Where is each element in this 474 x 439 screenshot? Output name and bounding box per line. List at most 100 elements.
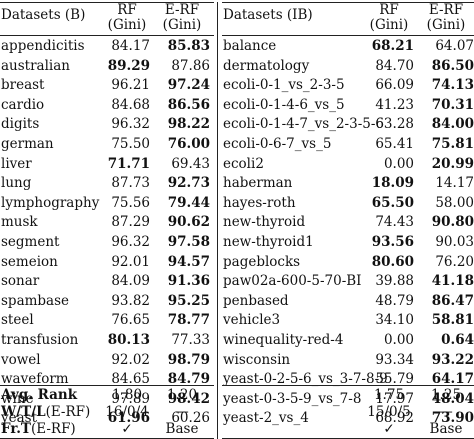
summary-row: W/T/L(E-RF) 16/0/4 — bbox=[0, 404, 214, 421]
erf-value: 77.33 bbox=[171, 331, 210, 348]
table-row: lung 87.73 92.73 bbox=[0, 174, 214, 194]
erf-value: 92.73 bbox=[167, 175, 210, 192]
erf-value: 87.86 bbox=[171, 57, 210, 74]
table-row: appendicitis 84.17 85.83 bbox=[0, 37, 214, 57]
dataset-name: wine bbox=[1, 390, 34, 407]
erf-value: 70.31 bbox=[431, 96, 474, 113]
erf-value: 86.47 bbox=[431, 292, 474, 309]
rf-summary-value: ✓ bbox=[383, 421, 395, 437]
erf-value: 98.79 bbox=[167, 351, 210, 368]
table-row: breast 96.21 97.24 bbox=[0, 76, 214, 96]
table-row: yeast-2_vs_4 68.92 73.90 bbox=[222, 409, 474, 429]
rf-value: 93.56 bbox=[371, 233, 414, 250]
table-header: Datasets (IB) RF (Gini) E-RF (Gini) bbox=[222, 0, 474, 34]
rf-value: 92.01 bbox=[111, 253, 150, 270]
erf-value: 79.44 bbox=[167, 194, 210, 211]
dataset-name: musk bbox=[1, 214, 38, 231]
table-row: haberman 18.09 14.17 bbox=[222, 174, 474, 194]
erf-summary-value: Base bbox=[165, 421, 199, 437]
erf-value: 73.90 bbox=[431, 410, 474, 427]
dataset-name: vehicle3 bbox=[223, 312, 281, 329]
dataset-rows: balance 68.21 64.07 dermatology 84.70 86.50 ec… bbox=[222, 37, 474, 429]
rf-value: 87.73 bbox=[111, 175, 150, 192]
dataset-name: ecoli-0-1-4-7_vs_2-3-5-6 bbox=[223, 116, 385, 133]
table-row: ecoli2 0.00 20.99 bbox=[222, 155, 474, 175]
summary-label-extra: (E-RF) bbox=[30, 421, 76, 437]
dataset-name: lung bbox=[1, 175, 32, 192]
table-row: dermatology 84.70 86.50 bbox=[222, 57, 474, 77]
erf-value: 91.36 bbox=[167, 273, 210, 290]
rf-value: 0.00 bbox=[383, 331, 414, 348]
top-rule bbox=[222, 2, 474, 3]
erf-value: 41.18 bbox=[431, 273, 474, 290]
rf-header-line2: (Gini) bbox=[107, 17, 147, 33]
summary-row: Avg. Rank 1.80 1.20 bbox=[0, 387, 214, 404]
rf-value: 65.50 bbox=[371, 194, 414, 211]
table-row: penbased 48.79 86.47 bbox=[222, 292, 474, 312]
dataset-name: cardio bbox=[1, 96, 45, 113]
dataset-name: penbased bbox=[223, 292, 289, 309]
rf-value: 97.89 bbox=[111, 390, 150, 407]
dataset-name: yeast bbox=[1, 410, 38, 427]
table-row: new-thyroid1 93.56 90.03 bbox=[222, 233, 474, 253]
table-row: wisconsin 93.34 93.22 bbox=[222, 351, 474, 371]
erf-summary-value: — bbox=[439, 404, 453, 420]
summary-row: ✓ Base bbox=[222, 421, 474, 438]
erf-value: 20.99 bbox=[431, 155, 474, 172]
datasets-column-header: Datasets (B) bbox=[1, 7, 86, 23]
rf-value: 84.68 bbox=[111, 96, 150, 113]
dataset-name: breast bbox=[1, 77, 45, 94]
dataset-name: waveform bbox=[1, 371, 69, 388]
header-rule bbox=[0, 35, 214, 36]
erf-value: 90.62 bbox=[167, 214, 210, 231]
erf-value: 14.17 bbox=[435, 175, 474, 192]
table-row: balance 68.21 64.07 bbox=[222, 37, 474, 57]
rf-value: 39.88 bbox=[375, 273, 414, 290]
dataset-name: semeion bbox=[1, 253, 58, 270]
dataset-name: ecoli2 bbox=[223, 155, 264, 172]
rf-value: 89.29 bbox=[107, 57, 150, 74]
erf-value: 78.77 bbox=[167, 312, 210, 329]
erf-value: 98.42 bbox=[167, 390, 210, 407]
rf-value: 84.70 bbox=[375, 57, 414, 74]
summary-label-extra: (E-RF) bbox=[45, 404, 91, 420]
table-row: vowel 92.02 98.79 bbox=[0, 351, 214, 371]
rf-value: 66.09 bbox=[375, 77, 414, 94]
dataset-name: segment bbox=[1, 233, 60, 250]
table-row: musk 87.29 90.62 bbox=[0, 213, 214, 233]
dataset-name: haberman bbox=[223, 175, 293, 192]
table-row: yeast-0-2-5-6_vs_3-7-8-9 55.79 64.17 bbox=[222, 370, 474, 390]
erf-value: 97.58 bbox=[167, 233, 210, 250]
rf-value: 92.02 bbox=[111, 351, 150, 368]
rf-value: 76.65 bbox=[111, 312, 150, 329]
erf-value: 64.07 bbox=[435, 38, 474, 54]
dataset-name: wisconsin bbox=[223, 351, 291, 368]
erf-value: 76.20 bbox=[435, 253, 474, 270]
dataset-name: hayes-roth bbox=[223, 194, 296, 211]
dataset-name: yeast-0-2-5-6_vs_3-7-8-9 bbox=[223, 371, 388, 388]
rf-value: 93.34 bbox=[375, 351, 414, 368]
table-row: spambase 93.82 95.25 bbox=[0, 292, 214, 312]
summary-label: Avg. Rank bbox=[1, 387, 77, 404]
table-row: digits 96.32 98.22 bbox=[0, 115, 214, 135]
erf-value: 58.81 bbox=[431, 312, 474, 329]
dataset-name: new-thyroid bbox=[223, 214, 306, 231]
table-row: yeast 61.96 60.26 bbox=[0, 409, 214, 429]
summary-rows: Avg. Rank 1.80 1.20 W/T/L(E-RF) 16/0/4— Fr.T(… bbox=[0, 387, 214, 438]
dataset-name: ecoli-0-6-7_vs_5 bbox=[223, 135, 332, 152]
erf-value: 60.26 bbox=[171, 410, 210, 427]
dataset-name: winequality-red-4 bbox=[223, 331, 344, 348]
dataset-name: spambase bbox=[1, 292, 70, 309]
dataset-name: balance bbox=[223, 38, 277, 54]
summary-rows: 1.75 1.25 15/0/5 — ✓ Base bbox=[222, 387, 474, 438]
table-row: lymphography 75.56 79.44 bbox=[0, 194, 214, 214]
dataset-name: pageblocks bbox=[223, 253, 301, 270]
rf-value: 34.10 bbox=[375, 312, 414, 329]
table-row: new-thyroid 74.43 90.80 bbox=[222, 213, 474, 233]
panel-separator bbox=[217, 2, 218, 439]
erf-column-header: E-RF (Gini) bbox=[418, 3, 474, 33]
table-row: wine 97.89 98.42 bbox=[0, 390, 214, 410]
top-rule bbox=[0, 2, 214, 3]
erf-value: 69.43 bbox=[171, 155, 210, 172]
table-row: semeion 92.01 94.57 bbox=[0, 253, 214, 273]
